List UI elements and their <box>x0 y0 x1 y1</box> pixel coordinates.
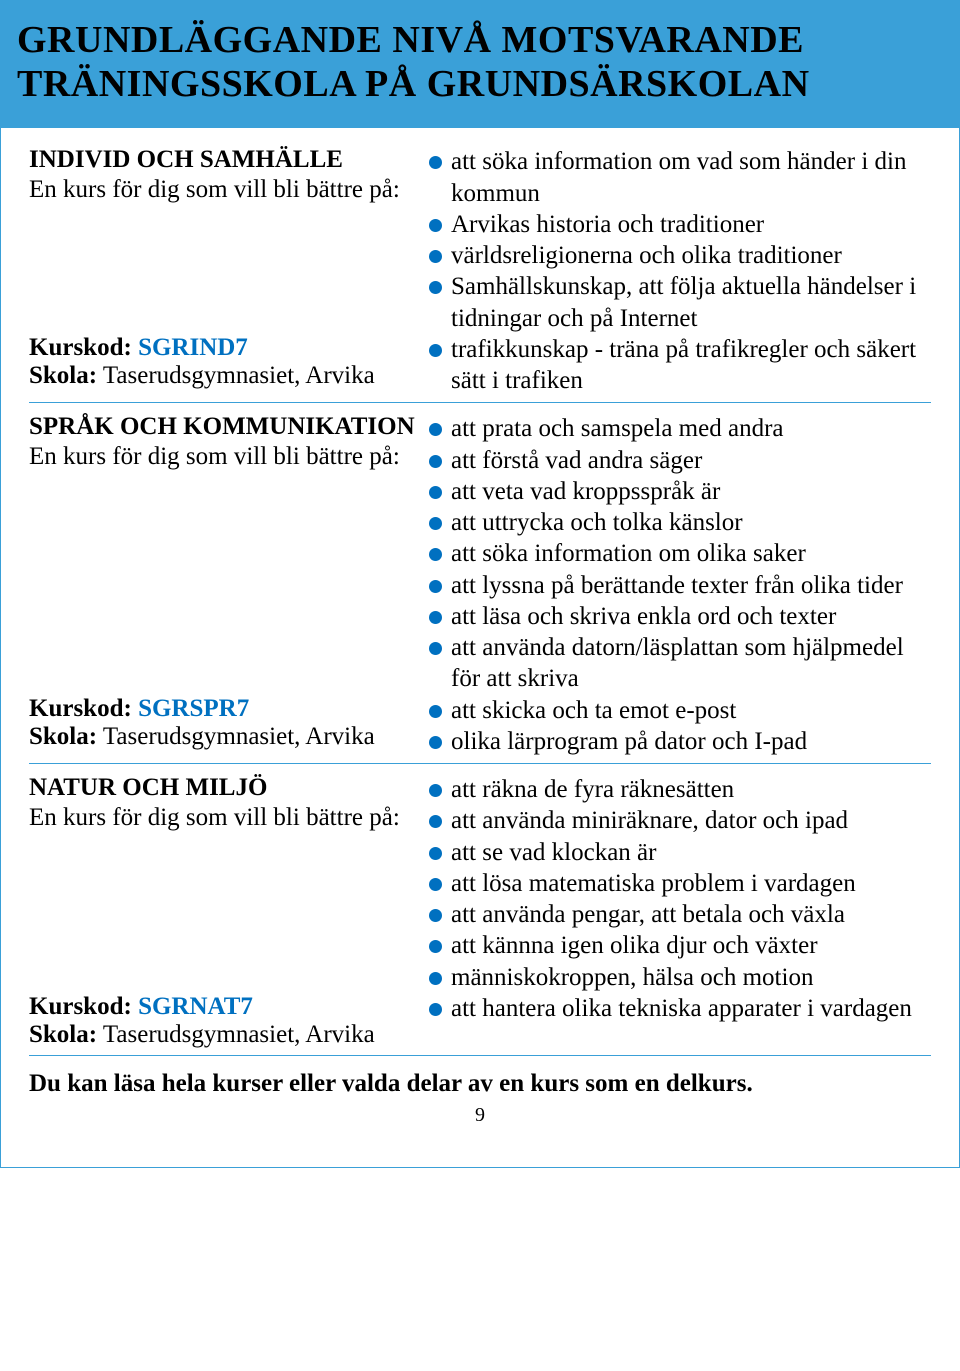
page-number: 9 <box>29 1104 931 1127</box>
course-code: SGRSPR7 <box>138 695 249 722</box>
bullet-list: att räkna de fyra räknesätten att använd… <box>429 774 931 993</box>
bullet-item: att använda datorn/läsplattan som hjälpm… <box>429 632 931 695</box>
section-intro: En kurs för dig som vill bli bättre på: <box>29 804 419 832</box>
section-individ: INDIVID OCH SAMHÄLLE En kurs för dig som… <box>29 146 931 396</box>
section-sprak: SPRÅK OCH KOMMUNIKATION En kurs för dig … <box>29 413 931 757</box>
section-heading: INDIVID OCH SAMHÄLLE <box>29 146 419 174</box>
bullet-item: att se vad klockan är <box>429 837 931 868</box>
course-label: Kurskod: <box>29 993 138 1020</box>
bullet-item: att kännna igen olika djur och växter <box>429 930 931 961</box>
bullet-list: trafikkunskap - träna på trafikregler oc… <box>429 334 931 397</box>
school-name: Taserudsgymnasiet, Arvika <box>97 362 375 389</box>
bullet-item: trafikkunskap - träna på trafikregler oc… <box>429 334 931 397</box>
title-line-2: TRÄNINGSSKOLA PÅ GRUNDSÄRSKOLAN <box>17 63 810 105</box>
section-heading: SPRÅK OCH KOMMUNIKATION <box>29 413 419 441</box>
section-divider <box>29 763 931 764</box>
bullet-list: att skicka och ta emot e-post olika lärp… <box>429 695 931 758</box>
course-label: Kurskod: <box>29 695 138 722</box>
bullet-item: att lösa matematiska problem i vardagen <box>429 868 931 899</box>
section-divider <box>29 402 931 403</box>
section-intro: En kurs för dig som vill bli bättre på: <box>29 443 419 471</box>
section-heading: NATUR OCH MILJÖ <box>29 774 419 802</box>
bullet-item: Arvikas historia och traditioner <box>429 209 931 240</box>
bullet-item: människokroppen, hälsa och motion <box>429 962 931 993</box>
school-label: Skola: <box>29 362 97 389</box>
title-line-1: GRUNDLÄGGANDE NIVÅ MOTSVARANDE <box>17 19 804 61</box>
course-code-line: Kurskod: SGRNAT7 <box>29 993 419 1021</box>
course-code-line: Kurskod: SGRSPR7 <box>29 695 419 723</box>
school-label: Skola: <box>29 723 97 750</box>
bullet-item: att använda miniräknare, dator och ipad <box>429 805 931 836</box>
course-code: SGRNAT7 <box>138 993 253 1020</box>
school-line: Skola: Taserudsgymnasiet, Arvika <box>29 362 419 390</box>
bullet-item: att förstå vad andra säger <box>429 445 931 476</box>
bullet-item: olika lärprogram på dator och I-pad <box>429 726 931 757</box>
course-code: SGRIND7 <box>138 334 248 361</box>
bullet-item: att räkna de fyra räknesätten <box>429 774 931 805</box>
course-label: Kurskod: <box>29 334 138 361</box>
bullet-list: att prata och samspela med andra att för… <box>429 413 931 694</box>
section-intro: En kurs för dig som vill bli bättre på: <box>29 176 419 204</box>
bullet-list: att hantera olika tekniska apparater i v… <box>429 993 931 1024</box>
page-title: GRUNDLÄGGANDE NIVÅ MOTSVARANDE TRÄNINGSS… <box>17 19 943 106</box>
bullet-item: världsreligionerna och olika traditioner <box>429 240 931 271</box>
bullet-item: Samhällskunskap, att följa aktuella händ… <box>429 271 931 334</box>
title-box: GRUNDLÄGGANDE NIVÅ MOTSVARANDE TRÄNINGSS… <box>1 1 959 128</box>
bullet-item: att skicka och ta emot e-post <box>429 695 931 726</box>
bullet-item: att använda pengar, att betala och växla <box>429 899 931 930</box>
bullet-list: att söka information om vad som händer i… <box>429 146 931 334</box>
bullet-item: att prata och samspela med andra <box>429 413 931 444</box>
section-divider <box>29 1055 931 1056</box>
school-line: Skola: Taserudsgymnasiet, Arvika <box>29 723 419 751</box>
school-line: Skola: Taserudsgymnasiet, Arvika <box>29 1021 419 1049</box>
bullet-item: att veta vad kroppsspråk är <box>429 476 931 507</box>
bullet-item: att uttrycka och tolka känslor <box>429 507 931 538</box>
bullet-item: att söka information om olika saker <box>429 538 931 569</box>
document-page: GRUNDLÄGGANDE NIVÅ MOTSVARANDE TRÄNINGSS… <box>0 0 960 1168</box>
bullet-item: att söka information om vad som händer i… <box>429 146 931 209</box>
footer-note: Du kan läsa hela kurser eller valda dela… <box>29 1070 931 1098</box>
school-name: Taserudsgymnasiet, Arvika <box>97 1021 375 1048</box>
course-code-line: Kurskod: SGRIND7 <box>29 334 419 362</box>
bullet-item: att läsa och skriva enkla ord och texter <box>429 601 931 632</box>
school-label: Skola: <box>29 1021 97 1048</box>
section-natur: NATUR OCH MILJÖ En kurs för dig som vill… <box>29 774 931 1049</box>
school-name: Taserudsgymnasiet, Arvika <box>97 723 375 750</box>
bullet-item: att hantera olika tekniska apparater i v… <box>429 993 931 1024</box>
bullet-item: att lyssna på berättande texter från oli… <box>429 570 931 601</box>
